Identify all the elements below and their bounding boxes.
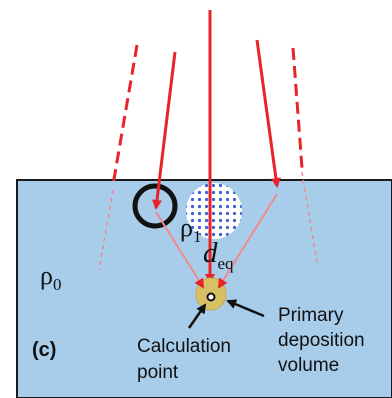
primary-deposition-label-line3: volume	[278, 355, 339, 376]
dashed-ray-right-faint	[301, 171, 319, 269]
calculation-point-label-line1: Calculation	[137, 336, 231, 357]
inhomogeneity-region	[186, 183, 242, 239]
deq-label: deq	[203, 237, 234, 273]
dashed-ray-right	[291, 47, 304, 169]
calculation-point	[206, 292, 216, 302]
panel-label: (c)	[32, 339, 56, 361]
rho0-label: ρ0	[40, 261, 61, 294]
primary-ray-left	[152, 51, 177, 210]
rho1-label: ρ1	[180, 213, 201, 246]
deposition-arrow	[226, 299, 265, 318]
scatter-ray-right	[217, 193, 278, 289]
calc-point-arrow	[187, 303, 207, 329]
dashed-ray-left	[111, 44, 139, 186]
primary-ray-right	[255, 39, 281, 188]
primary-deposition-label-line1: Primary	[278, 305, 344, 326]
scatter-ray-left	[155, 211, 205, 289]
calculation-point-label-line2: point	[137, 362, 179, 383]
primary-deposition-label-line2: deposition	[278, 330, 365, 351]
dashed-ray-left-faint	[98, 189, 114, 271]
interaction-site-circle	[132, 183, 178, 229]
